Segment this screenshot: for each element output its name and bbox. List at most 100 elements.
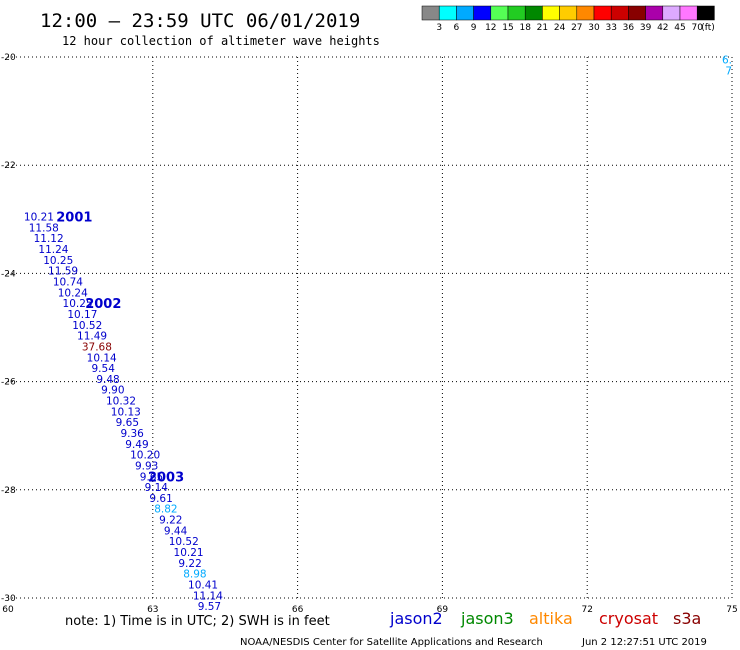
wave-height-value: 11.49: [77, 331, 107, 343]
wave-height-value: 9.49: [125, 439, 148, 451]
wave-height-value: 10.32: [106, 396, 136, 408]
latitude-tick-label: -24: [1, 269, 16, 279]
wave-height-value: 11.58: [29, 222, 59, 234]
generated-timestamp: Jun 2 12:27:51 UTC 2019: [581, 637, 707, 648]
color-scale-label: 36: [623, 23, 635, 33]
map-subtitle: 12 hour collection of altimeter wave hei…: [62, 34, 380, 48]
color-swatch: [610, 5, 629, 21]
wave-height-value: 9.93: [135, 460, 158, 472]
wave-height-value: 10.20: [130, 450, 160, 462]
footer-note: note: 1) Time is in UTC; 2) SWH is in fe…: [65, 614, 330, 629]
wave-height-value: 8.98: [183, 569, 206, 581]
color-scale-label: 45: [674, 23, 685, 33]
hour-label: 2001: [56, 211, 92, 226]
latitude-tick-label: -26: [1, 378, 16, 388]
satellite-legend-cryosat: cryosat: [599, 609, 658, 628]
wave-height-value: 9.90: [101, 385, 124, 397]
color-swatch: [593, 5, 612, 21]
wave-height-value: 9.65: [140, 471, 163, 483]
wave-height-value: 11.14: [193, 590, 223, 602]
wave-height-value: 10.25: [63, 298, 93, 310]
wave-height-value: 9.65: [116, 417, 139, 429]
wave-height-value: 10.24: [58, 287, 88, 299]
lat-lon-grid: [8, 56, 733, 599]
wave-height-value: 7: [725, 66, 732, 78]
color-scale-label: 21: [537, 23, 548, 33]
wave-height-value: 10.25: [43, 255, 73, 267]
color-swatch: [542, 5, 560, 21]
longitude-tick-label: 75: [726, 605, 737, 615]
color-swatch: [507, 5, 526, 21]
satellite-legend-s3a: s3a: [673, 609, 701, 628]
wave-height-values: 10.2111.5811.1211.2410.2511.5910.7410.24…: [24, 55, 732, 613]
color-scale-unit: (ft): [701, 23, 715, 33]
wave-height-value: 37.68: [82, 341, 112, 353]
color-scale-label: 12: [485, 23, 496, 33]
color-swatch: [679, 5, 698, 21]
color-scale-label: 30: [588, 23, 600, 33]
wave-height-value: 10.52: [72, 320, 102, 332]
wave-height-value: 9.36: [120, 428, 144, 440]
color-scale-label: 24: [554, 23, 566, 33]
longitude-tick-label: 60: [2, 605, 14, 615]
map-title: 12:00 – 23:59 UTC 06/01/2019: [40, 10, 360, 32]
color-swatch: [456, 5, 474, 21]
longitude-tick-label: 63: [147, 605, 158, 615]
color-scale-label: 33: [605, 23, 616, 33]
wave-height-value: 9.22: [178, 558, 201, 570]
wave-height-value: 10.13: [111, 406, 141, 418]
color-swatch: [645, 5, 664, 21]
longitude-tick-label: 69: [437, 605, 449, 615]
wave-height-value: 11.12: [34, 233, 64, 245]
wave-height-value: 9.48: [96, 374, 119, 386]
satellite-legend-jason2: jason2: [389, 609, 443, 628]
wave-height-value: 9.14: [145, 482, 169, 494]
color-scale-label: 6: [454, 23, 460, 33]
wave-height-value: 10.41: [188, 579, 218, 591]
color-swatch: [576, 5, 595, 21]
color-scale-label: 70: [691, 23, 703, 33]
color-swatch: [696, 5, 715, 21]
color-swatch: [524, 5, 543, 21]
color-swatch: [438, 5, 457, 21]
latitude-tick-label: -30: [1, 594, 16, 604]
color-scale-label: 42: [657, 23, 668, 33]
wave-height-value: 10.21: [24, 212, 54, 224]
wave-height-value: 10.52: [169, 536, 199, 548]
longitude-tick-label: 72: [581, 605, 592, 615]
longitude-tick-label: 66: [292, 605, 304, 615]
wave-height-value: 6.: [722, 55, 732, 67]
longitude-tick-labels: 60 63 66 69 72 75: [2, 605, 737, 615]
wave-height-value: 11.59: [48, 266, 78, 278]
wave-height-value: 10.21: [174, 547, 204, 559]
color-swatch: [490, 5, 509, 21]
color-scale-label: 18: [519, 23, 531, 33]
latitude-tick-label: -22: [1, 161, 16, 171]
satellite-legend: jason2 jason3 altika cryosat s3a: [389, 609, 701, 628]
wave-height-value: 10.14: [87, 352, 117, 364]
hour-label: 2002: [85, 297, 121, 312]
color-swatch: [559, 5, 578, 21]
hour-label: 2003: [148, 470, 184, 485]
wave-height-value: 10.17: [67, 309, 97, 321]
color-scale-label: 39: [640, 23, 652, 33]
wave-height-value: 9.44: [164, 525, 188, 537]
wave-height-value: 9.57: [198, 601, 221, 613]
wave-height-value: 10.74: [53, 277, 83, 289]
latitude-tick-labels: -20 -22 -24 -26 -28 -30: [1, 53, 16, 604]
color-swatch: [421, 5, 440, 21]
color-swatch: [473, 5, 492, 21]
hour-labels: 2001 2002 2003: [56, 211, 184, 486]
wave-height-value: 8.82: [154, 504, 177, 516]
color-scale-label: 27: [571, 23, 582, 33]
wave-height-value: 9.22: [159, 515, 182, 527]
wave-height-value: 11.24: [38, 244, 68, 256]
satellite-legend-altika: altika: [529, 609, 573, 628]
latitude-tick-label: -28: [1, 486, 16, 496]
color-scale-label: 15: [502, 23, 513, 33]
latitude-tick-label: -20: [1, 53, 16, 63]
wave-height-value: 9.54: [92, 363, 116, 375]
satellite-legend-jason3: jason3: [460, 609, 514, 628]
color-scale-legend: 3 6 9 12 15 18 21 24 27 30 33 36 39 42 45 70(ft): [421, 5, 715, 33]
